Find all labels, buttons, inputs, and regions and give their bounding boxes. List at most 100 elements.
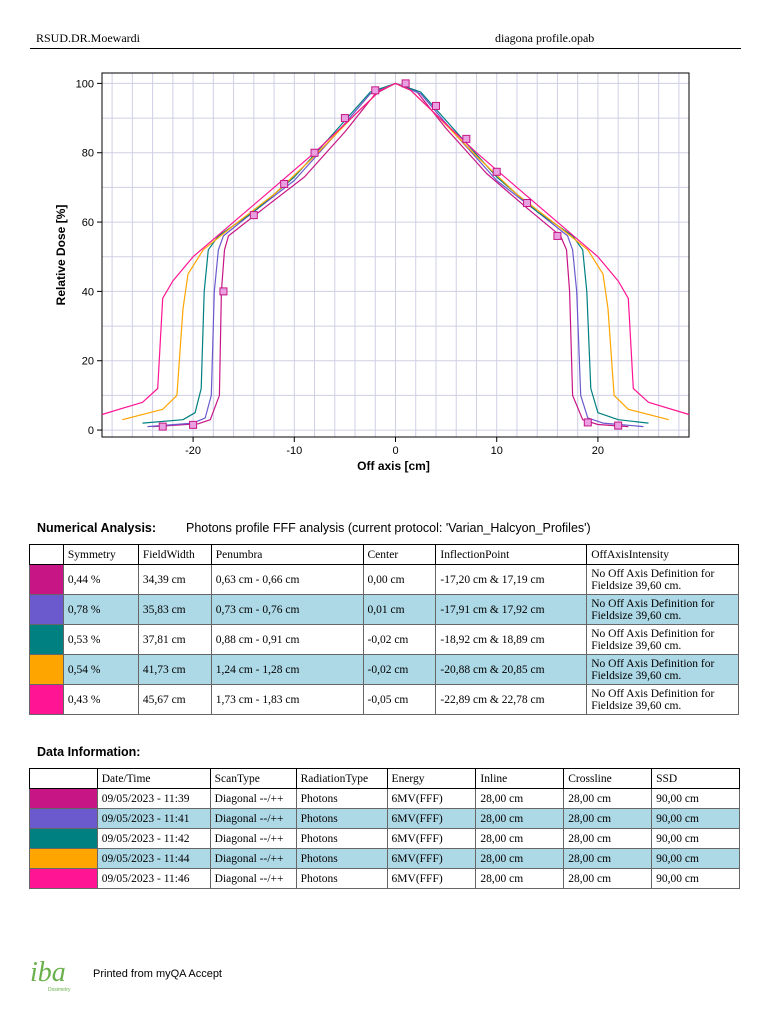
table-header-row: Symmetry FieldWidth Penumbra Center Inflecti… <box>29 544 739 565</box>
x-tick-label: 0 <box>392 445 398 457</box>
energy-cell: 6MV(FFF) <box>386 808 477 829</box>
inflection-cell: -18,92 cm & 18,89 cm <box>435 624 588 655</box>
symmetry-cell: 0,53 % <box>62 624 139 655</box>
fieldwidth-cell: 45,67 cm <box>137 684 212 715</box>
data-point-marker <box>431 101 440 110</box>
inline-cell: 28,00 cm <box>475 808 565 829</box>
column-header: Penumbra <box>210 544 364 565</box>
scantype-cell: Diagonal --/++ <box>209 808 297 829</box>
series-line <box>101 82 690 416</box>
datetime-cell: 09/05/2023 - 11:41 <box>96 808 211 829</box>
scantype-cell: Diagonal --/++ <box>209 868 297 889</box>
scantype-cell: Diagonal --/++ <box>209 848 297 869</box>
inline-cell: 28,00 cm <box>475 868 565 889</box>
radiation-cell: Photons <box>295 828 388 849</box>
symmetry-cell: 0,78 % <box>62 594 139 625</box>
x-tick-label: -10 <box>286 445 302 457</box>
series-color-swatch <box>29 808 98 829</box>
data-information-table: Date/Time ScanType RadiationType Energy Inli… <box>29 768 740 889</box>
table-row: 0,44 % 34,39 cm 0,63 cm - 0,66 cm 0,00 cm -1… <box>29 564 739 595</box>
table-row: 09/05/2023 - 11:44 Diagonal --/++ Photons 6… <box>29 848 740 869</box>
penumbra-cell: 1,73 cm - 1,83 cm <box>210 684 364 715</box>
series-color-swatch <box>29 564 64 595</box>
ssd-cell: 90,00 cm <box>651 808 740 829</box>
column-header: Symmetry <box>62 544 139 565</box>
iba-logo-icon: iba Dosimetry <box>30 957 71 993</box>
column-header: Crossline <box>563 768 653 789</box>
data-point-marker <box>189 420 198 429</box>
column-header: SSD <box>651 768 740 789</box>
radiation-cell: Photons <box>295 868 388 889</box>
inflection-cell: -20,88 cm & 20,85 cm <box>435 654 588 685</box>
data-point-marker <box>340 114 349 123</box>
y-tick-label: 40 <box>82 286 94 298</box>
data-point-marker <box>553 231 562 240</box>
hospital-name: RSUD.DR.Moewardi <box>36 31 140 45</box>
data-point-marker <box>249 211 258 220</box>
crossline-cell: 28,00 cm <box>563 828 653 849</box>
protocol-text: Photons profile FFF analysis (current pr… <box>186 521 591 535</box>
series-color-swatch <box>29 594 64 625</box>
column-header: RadiationType <box>295 768 388 789</box>
column-header: Inline <box>475 768 565 789</box>
datetime-cell: 09/05/2023 - 11:46 <box>96 868 211 889</box>
datetime-cell: 09/05/2023 - 11:39 <box>96 788 211 809</box>
numerical-analysis-table: Symmetry FieldWidth Penumbra Center Inflecti… <box>29 544 739 715</box>
fieldwidth-cell: 34,39 cm <box>137 564 212 595</box>
inline-cell: 28,00 cm <box>475 788 565 809</box>
crossline-cell: 28,00 cm <box>563 868 653 889</box>
scantype-cell: Diagonal --/++ <box>209 828 297 849</box>
file-name: diagona profile.opab <box>495 31 595 45</box>
data-information-title: Data Information: <box>37 745 141 759</box>
ssd-cell: 90,00 cm <box>651 848 740 869</box>
table-row: 09/05/2023 - 11:39 Diagonal --/++ Photons 6… <box>29 788 740 809</box>
data-point-marker <box>371 86 380 95</box>
datetime-cell: 09/05/2023 - 11:42 <box>96 828 211 849</box>
data-point-marker <box>583 418 592 427</box>
fieldwidth-cell: 41,73 cm <box>137 654 212 685</box>
penumbra-cell: 0,73 cm - 0,76 cm <box>210 594 364 625</box>
off-axis-intensity-cell: No Off Axis Definition for Fieldsize 39,… <box>586 564 739 595</box>
table-row: 0,54 % 41,73 cm 1,24 cm - 1,28 cm -0,02 cm -… <box>29 654 739 685</box>
table-row: 0,43 % 45,67 cm 1,73 cm - 1,83 cm -0,05 cm -… <box>29 684 739 715</box>
y-tick-label: 100 <box>76 78 94 90</box>
logo-subtext: Dosimetry <box>48 987 71 993</box>
column-header: FieldWidth <box>137 544 212 565</box>
scantype-cell: Diagonal --/++ <box>209 788 297 809</box>
profile-chart: -20 -10 0 10 20 0 20 40 60 80 100 Off axis [cm] Rela… <box>54 72 690 473</box>
logo-text: iba <box>30 957 66 988</box>
table-row: 09/05/2023 - 11:42 Diagonal --/++ Photons 6… <box>29 828 740 849</box>
y-axis-label: Relative Dose [%] <box>54 205 68 306</box>
ssd-cell: 90,00 cm <box>651 868 740 889</box>
crossline-cell: 28,00 cm <box>563 788 653 809</box>
center-cell: 0,01 cm <box>362 594 437 625</box>
inflection-cell: -17,91 cm & 17,92 cm <box>435 594 588 625</box>
y-tick-label: 20 <box>82 356 94 368</box>
off-axis-intensity-cell: No Off Axis Definition for Fieldsize 39,… <box>586 624 739 655</box>
penumbra-cell: 1,24 cm - 1,28 cm <box>210 654 364 685</box>
radiation-cell: Photons <box>295 808 388 829</box>
center-cell: -0,02 cm <box>362 624 437 655</box>
table-row: 09/05/2023 - 11:46 Diagonal --/++ Photons 6… <box>29 868 740 889</box>
data-point-marker <box>158 422 167 431</box>
page-header: RSUD.DR.Moewardi diagona profile.opab <box>30 28 741 49</box>
radiation-cell: Photons <box>295 848 388 869</box>
data-point-marker <box>401 79 410 88</box>
series-color-swatch <box>29 788 98 809</box>
x-tick-label: 10 <box>491 445 503 457</box>
energy-cell: 6MV(FFF) <box>386 828 477 849</box>
symmetry-cell: 0,43 % <box>62 684 139 715</box>
fieldwidth-cell: 35,83 cm <box>137 594 212 625</box>
off-axis-intensity-cell: No Off Axis Definition for Fieldsize 39,… <box>586 654 739 685</box>
data-point-marker <box>219 287 228 296</box>
series-color-swatch <box>29 868 98 889</box>
y-tick-label: 0 <box>88 425 94 437</box>
numerical-analysis-title: Numerical Analysis: <box>37 521 157 535</box>
center-cell: -0,05 cm <box>362 684 437 715</box>
data-point-marker <box>310 148 319 157</box>
x-axis-label: Off axis [cm] <box>357 459 430 473</box>
fieldwidth-cell: 37,81 cm <box>137 624 212 655</box>
y-tick-label: 80 <box>82 148 94 160</box>
column-header: Center <box>362 544 437 565</box>
symmetry-cell: 0,54 % <box>62 654 139 685</box>
